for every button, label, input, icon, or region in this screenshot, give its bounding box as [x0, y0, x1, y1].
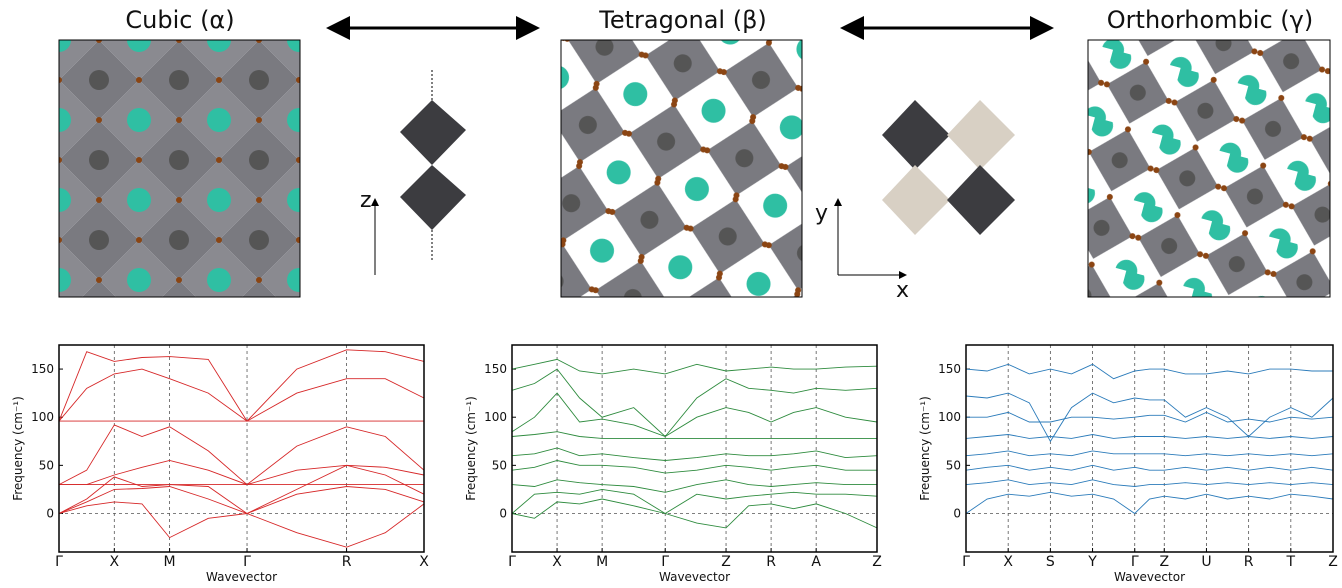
band-line — [966, 435, 1333, 439]
band-line — [966, 393, 1333, 441]
y-tick-label: 0 — [46, 506, 54, 520]
x-tick-label: R — [766, 554, 776, 570]
band-line — [512, 369, 877, 436]
y-tick-label: 100 — [31, 410, 54, 424]
y-axis-label: Frequency (cm⁻¹) — [464, 396, 478, 501]
band-line — [59, 350, 424, 421]
x-axis-label: Wavevector — [206, 570, 277, 584]
panel-title: Tetragonal (β) — [598, 6, 767, 34]
panel-title: Orthorhombic (γ) — [1107, 6, 1313, 34]
x-tick-label: R — [1244, 554, 1254, 570]
x-tick-label: Γ — [55, 554, 63, 570]
x-tick-label: X — [552, 554, 562, 570]
panel-title: Cubic (α) — [125, 6, 234, 34]
octahedra-tilted — [838, 100, 1015, 275]
band-line — [512, 489, 877, 513]
band-line — [512, 393, 877, 436]
y-tick-label: 0 — [499, 506, 507, 520]
band-line — [512, 359, 877, 374]
y-tick-label: 50 — [492, 458, 507, 472]
page: {"panels":[{"title":"Cubic (α)"},{"title… — [0, 0, 1342, 588]
x-tick-label: T — [1286, 554, 1296, 570]
x-tick-label: Γ — [243, 554, 251, 570]
x-tick-label: Γ — [1131, 554, 1139, 570]
x-axis-label: Wavevector — [1114, 570, 1185, 584]
y-tick-label: 0 — [953, 506, 961, 520]
x-tick-label: Y — [1087, 554, 1097, 570]
y-tick-label: 150 — [31, 362, 54, 376]
x-tick-label: X — [110, 554, 120, 570]
x-tick-label: R — [342, 554, 352, 570]
band-line — [59, 369, 424, 421]
axis-letter: y — [815, 201, 828, 226]
band-line — [59, 461, 424, 485]
x-tick-label: Z — [1159, 554, 1169, 570]
x-tick-label: Z — [721, 554, 731, 570]
plot-frame — [966, 345, 1333, 552]
x-axis-label: Wavevector — [659, 570, 730, 584]
x-tick-label: Γ — [508, 554, 516, 570]
band-line — [966, 480, 1333, 487]
band-line — [512, 448, 877, 461]
y-tick-label: 50 — [39, 458, 54, 472]
band-line — [966, 451, 1333, 456]
structure-image — [59, 40, 300, 297]
band-line — [966, 364, 1333, 378]
octahedra-cubic — [375, 70, 466, 275]
plot-frame — [512, 345, 877, 552]
x-tick-label: Γ — [661, 554, 669, 570]
y-tick-label: 150 — [938, 362, 961, 376]
y-tick-label: 150 — [484, 362, 507, 376]
x-tick-label: M — [596, 554, 608, 570]
x-tick-label: X — [1003, 554, 1013, 570]
band-line — [512, 432, 877, 439]
plot-frame — [59, 345, 424, 552]
x-tick-label: X — [419, 554, 429, 570]
band-line — [512, 461, 877, 474]
x-tick-label: S — [1046, 554, 1055, 570]
structure-image — [561, 40, 802, 297]
x-tick-label: M — [164, 554, 176, 570]
band-line — [59, 502, 424, 547]
band-line — [966, 492, 1333, 513]
x-tick-label: Z — [1328, 554, 1338, 570]
y-tick-label: 100 — [938, 410, 961, 424]
structure-image — [1088, 40, 1330, 297]
x-tick-label: Γ — [962, 554, 970, 570]
y-tick-label: 50 — [946, 458, 961, 472]
y-axis-label: Frequency (cm⁻¹) — [11, 396, 25, 501]
figure: Cubic (α) Tetragonal (β) Orthorhombic (γ… — [0, 0, 1342, 584]
y-axis-label: Frequency (cm⁻¹) — [918, 396, 932, 501]
y-tick-label: 100 — [484, 410, 507, 424]
axis-letter: z — [360, 188, 372, 213]
x-tick-label: U — [1201, 554, 1211, 570]
x-tick-label: A — [811, 554, 821, 570]
axis-letter: x — [896, 278, 909, 303]
band-line — [512, 480, 877, 493]
x-tick-label: Z — [872, 554, 882, 570]
band-line — [966, 465, 1333, 470]
